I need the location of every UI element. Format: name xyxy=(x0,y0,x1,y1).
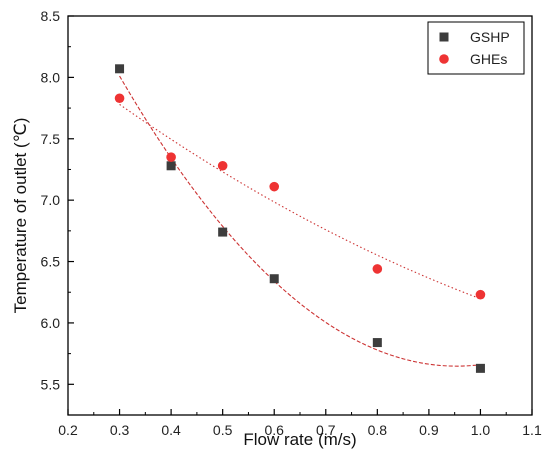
y-tick-label: 8.5 xyxy=(41,8,61,24)
point-ghes xyxy=(114,93,125,104)
legend-marker-ghes xyxy=(439,54,449,64)
x-tick-label: 0.8 xyxy=(368,422,388,438)
y-tick-label: 6.0 xyxy=(41,315,61,331)
point-gshp xyxy=(475,363,485,373)
legend-marker-gshp xyxy=(439,32,449,42)
plot-border xyxy=(67,15,533,416)
x-tick-label: 1.1 xyxy=(522,422,542,438)
x-tick-label: 0.2 xyxy=(58,422,78,438)
x-axis-ticks: 0.2 0.3 0.4 0.5 0.6 0.7 0.8 0.9 1.0 1.1 xyxy=(58,409,542,438)
legend-label-gshp: GSHP xyxy=(470,29,510,45)
y-tick-label: 8.0 xyxy=(41,69,61,85)
fit-lines xyxy=(119,75,481,367)
point-ghes xyxy=(475,289,486,300)
x-axis-title: Flow rate (m/s) xyxy=(243,430,356,449)
legend-label-ghes: GHEs xyxy=(470,51,507,67)
x-tick-label: 0.9 xyxy=(419,422,439,438)
y-tick-label: 6.5 xyxy=(41,254,61,270)
y-axis-title: Temperature of outlet (℃) xyxy=(11,118,30,314)
fit-line-ghes xyxy=(119,103,481,300)
point-gshp xyxy=(166,161,176,171)
x-tick-label: 0.6 xyxy=(264,422,284,438)
x-tick-label: 0.3 xyxy=(110,422,130,438)
point-ghes xyxy=(166,152,176,162)
x-tick-label: 0.4 xyxy=(161,422,181,438)
point-gshp xyxy=(115,64,125,74)
legend: GSHP GHEs xyxy=(427,21,525,75)
x-tick-label: 0.5 xyxy=(213,422,233,438)
x-tick-label: 0.7 xyxy=(316,422,336,438)
y-axis-ticks: 5.5 6.0 6.5 7.0 7.5 8.0 8.5 xyxy=(41,8,74,416)
fit-line-gshp xyxy=(119,75,481,367)
x-tick-label: 1.0 xyxy=(471,422,491,438)
data-markers xyxy=(114,64,486,373)
y-tick-label: 7.5 xyxy=(41,131,61,147)
y-tick-label: 5.5 xyxy=(41,376,61,392)
point-gshp xyxy=(372,338,382,348)
point-gshp xyxy=(269,274,279,284)
point-ghes xyxy=(372,264,383,274)
y-tick-label: 7.0 xyxy=(41,192,61,208)
legend-box xyxy=(427,21,525,75)
plot-frame xyxy=(67,15,533,416)
point-ghes xyxy=(269,181,280,192)
point-gshp xyxy=(218,227,228,237)
point-ghes xyxy=(217,160,228,171)
